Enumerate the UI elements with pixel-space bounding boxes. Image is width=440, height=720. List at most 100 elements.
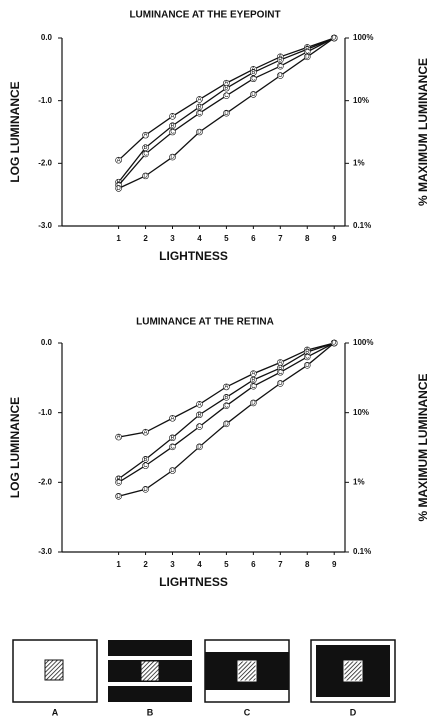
x-tick-label: 3 xyxy=(170,234,175,243)
point-letter: D xyxy=(278,381,283,387)
point-letter: B xyxy=(224,395,228,401)
target xyxy=(344,661,362,681)
point-letter: B xyxy=(251,70,255,76)
panel-label: B xyxy=(147,707,154,717)
x-axis-label: LIGHTNESS xyxy=(159,575,228,589)
x-tick-label: 9 xyxy=(332,234,337,243)
y2-tick-label: 0.1% xyxy=(353,221,371,230)
y-tick-label: -1.0 xyxy=(38,96,52,105)
point-letter: C xyxy=(197,111,202,117)
stimulus-panels: A B C D xyxy=(13,640,395,717)
point-letter: B xyxy=(144,145,148,151)
chart-title: LUMINANCE AT THE EYEPOINT xyxy=(129,10,280,21)
point-letter: D xyxy=(197,130,202,136)
stripe xyxy=(108,682,192,686)
x-tick-label: 3 xyxy=(170,560,175,569)
panel-label: D xyxy=(350,707,357,717)
point-letter: D xyxy=(170,468,175,474)
panel-label: C xyxy=(244,707,251,717)
point-letter: D xyxy=(332,341,337,347)
point-letter: B xyxy=(224,86,228,92)
y-tick-label: -1.0 xyxy=(38,408,52,417)
x-tick-label: 1 xyxy=(116,234,121,243)
point-letter: C xyxy=(251,76,256,82)
y2-axis-label: % MAXIMUM LUMINANCE xyxy=(416,58,430,206)
target xyxy=(141,661,159,681)
point-letter: D xyxy=(224,111,229,117)
series-line xyxy=(119,343,335,482)
x-tick-label: 2 xyxy=(143,560,148,569)
point-letter: C xyxy=(278,64,283,70)
point-letter: B xyxy=(197,105,201,111)
x-tick-label: 4 xyxy=(197,234,202,243)
point-letter: D xyxy=(224,421,229,427)
x-tick-label: 8 xyxy=(305,234,310,243)
point-letter: B xyxy=(278,58,282,64)
y-tick-label: 0.0 xyxy=(41,33,53,42)
point-letter: A xyxy=(117,158,121,164)
point-letter: D xyxy=(143,173,148,179)
x-tick-label: 9 xyxy=(332,560,337,569)
figure: A B C D LUMINANCE AT THE EYEPOINT 0.0 -1.0… xyxy=(0,0,440,720)
point-letter: D xyxy=(251,400,256,406)
y2-tick-label: 100% xyxy=(353,33,373,42)
point-letter: C xyxy=(143,152,148,158)
point-letter: D xyxy=(197,444,202,450)
point-letter: A xyxy=(117,435,121,441)
point-letter: C xyxy=(116,480,121,486)
point-letter: C xyxy=(224,93,229,99)
point-letter: D xyxy=(116,186,121,192)
y2-tick-label: 1% xyxy=(353,477,365,486)
y2-tick-label: 10% xyxy=(353,96,369,105)
point-letter: A xyxy=(170,114,174,120)
target xyxy=(45,660,63,680)
point-letter: D xyxy=(278,73,283,79)
target xyxy=(238,661,256,681)
point-letter: C xyxy=(251,384,256,390)
series-line xyxy=(119,343,335,496)
y-tick-label: 0.0 xyxy=(41,338,53,347)
y-axis-label: LOG LUMINANCE xyxy=(8,81,22,182)
y2-tick-label: 10% xyxy=(353,408,369,417)
point-letter: A xyxy=(144,430,148,436)
point-letter: C xyxy=(170,444,175,450)
point-letter: D xyxy=(305,54,310,60)
y-axis-label: LOG LUMINANCE xyxy=(8,397,22,498)
x-tick-label: 6 xyxy=(251,234,256,243)
y-tick-label: -2.0 xyxy=(38,158,52,167)
point-letter: D xyxy=(332,36,337,42)
point-letter: B xyxy=(251,378,255,384)
x-tick-label: 7 xyxy=(278,560,283,569)
point-letter: B xyxy=(170,435,174,441)
x-tick-label: 1 xyxy=(116,560,121,569)
point-letter: D xyxy=(116,494,121,500)
x-tick-label: 2 xyxy=(143,234,148,243)
point-letter: A xyxy=(224,384,228,390)
panel-label: A xyxy=(52,707,59,717)
y-tick-label: -3.0 xyxy=(38,221,52,230)
point-letter: B xyxy=(197,412,201,418)
x-tick-label: 5 xyxy=(224,234,229,243)
x-tick-label: 8 xyxy=(305,560,310,569)
point-letter: C xyxy=(278,370,283,376)
x-tick-label: 6 xyxy=(251,560,256,569)
y2-tick-label: 0.1% xyxy=(353,547,371,556)
point-letter: D xyxy=(305,363,310,369)
x-tick-label: 5 xyxy=(224,560,229,569)
point-letter: B xyxy=(170,123,174,129)
x-tick-label: 7 xyxy=(278,234,283,243)
point-letter: A xyxy=(144,133,148,139)
point-letter: C xyxy=(224,403,229,409)
point-letter: A xyxy=(251,371,255,377)
y-tick-label: -2.0 xyxy=(38,477,52,486)
y-tick-label: -3.0 xyxy=(38,547,52,556)
point-letter: C xyxy=(143,463,148,469)
series-line xyxy=(119,343,335,479)
point-letter: C xyxy=(170,130,175,136)
y2-tick-label: 100% xyxy=(353,338,373,347)
point-letter: A xyxy=(170,416,174,422)
point-letter: B xyxy=(144,457,148,463)
stripe xyxy=(108,656,192,660)
point-letter: A xyxy=(197,402,201,408)
point-letter: D xyxy=(251,92,256,98)
